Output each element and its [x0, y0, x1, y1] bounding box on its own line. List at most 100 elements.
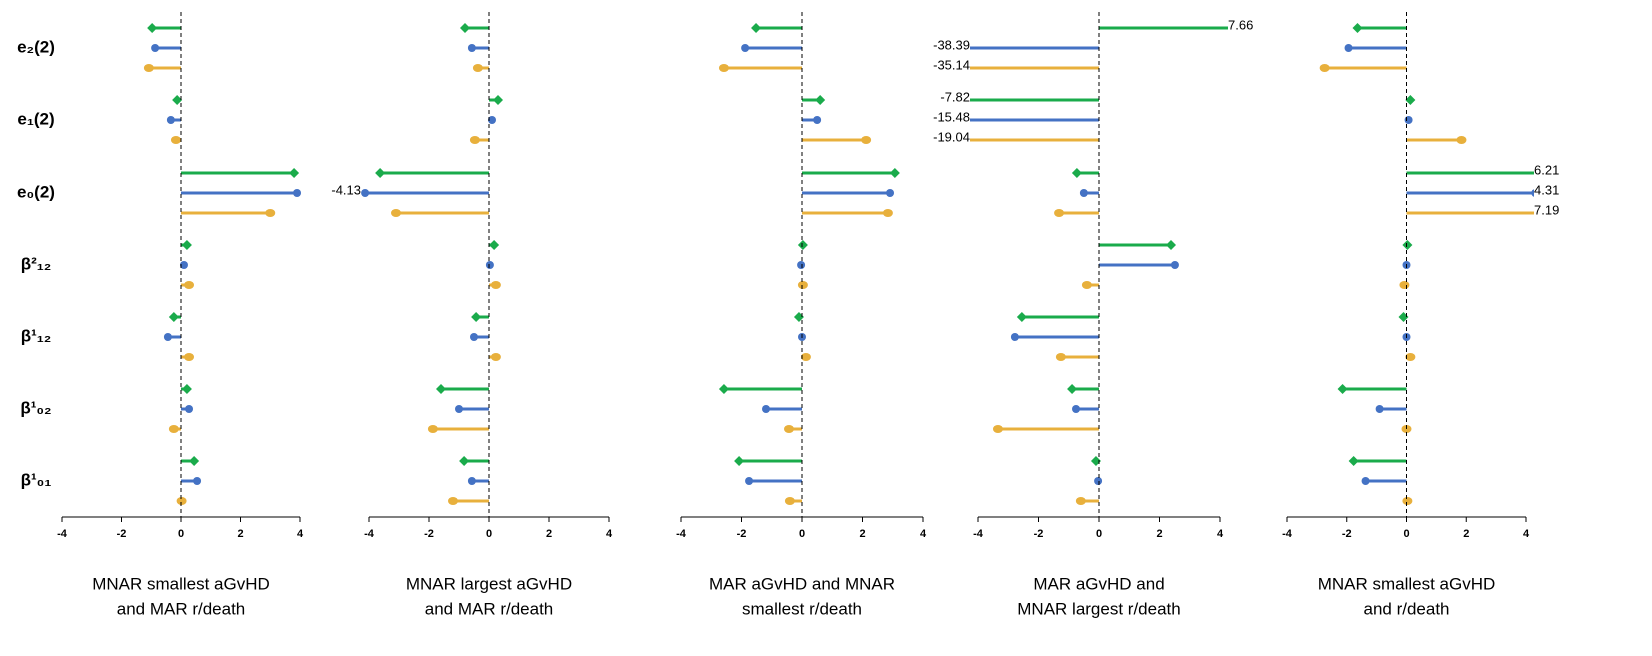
marker — [741, 44, 750, 52]
marker — [797, 240, 808, 250]
marker — [185, 405, 194, 413]
marker — [784, 497, 795, 505]
marker — [436, 384, 446, 394]
marker — [176, 497, 187, 505]
x-tick-label: 2 — [1463, 528, 1469, 540]
marker — [1165, 240, 1176, 250]
value-label: -4.13 — [331, 182, 361, 197]
marker — [800, 353, 811, 361]
marker — [184, 353, 195, 361]
marker — [179, 261, 188, 269]
marker — [471, 312, 482, 322]
marker — [181, 384, 192, 394]
category-label: e₁(2) — [17, 109, 54, 128]
marker — [518, 136, 528, 144]
marker — [460, 23, 470, 33]
marker — [762, 405, 771, 413]
marker — [448, 497, 458, 505]
plot-area — [518, 23, 1336, 505]
x-tick-label: 2 — [1156, 528, 1162, 540]
value-label: -15.48 — [933, 109, 970, 124]
x-tick-label: -2 — [1342, 528, 1352, 540]
plot-area — [361, 23, 503, 505]
marker — [1352, 23, 1363, 33]
marker — [1456, 136, 1467, 144]
marker — [1348, 456, 1359, 466]
category-label: β²₁₂ — [21, 254, 52, 273]
marker — [166, 116, 175, 124]
x-tick-label: -4 — [364, 528, 375, 540]
plot-area — [143, 23, 302, 505]
marker — [1326, 23, 1336, 33]
panel-title: MNAR largest r/death — [1017, 599, 1180, 618]
marker — [857, 95, 867, 105]
value-label: -7.82 — [940, 89, 970, 104]
panel-title: and MAR r/death — [425, 599, 554, 618]
x-tick-label: -4 — [973, 528, 984, 540]
marker — [469, 136, 480, 144]
panel-title: smallest r/death — [742, 599, 862, 618]
value-label: 7.19 — [1534, 202, 1559, 217]
x-tick-label: 0 — [1096, 528, 1102, 540]
marker — [1402, 240, 1413, 250]
marker — [172, 95, 183, 105]
marker — [886, 189, 895, 197]
marker — [1402, 497, 1413, 505]
marker — [1405, 95, 1416, 105]
marker — [488, 116, 496, 124]
marker — [815, 95, 826, 105]
marker — [493, 95, 503, 105]
panel-title: MNAR smallest aGvHD — [92, 574, 270, 593]
x-tick-label: -4 — [676, 528, 687, 540]
value-label: -38.39 — [933, 37, 970, 52]
marker — [181, 240, 192, 250]
marker — [472, 64, 483, 72]
marker — [1404, 116, 1413, 124]
panel-title: and r/death — [1363, 599, 1449, 618]
panel-title: MAR aGvHD and — [1033, 574, 1164, 593]
value-label: 4.31 — [1534, 182, 1559, 197]
marker — [490, 281, 501, 289]
marker — [168, 425, 179, 433]
category-label: e₂(2) — [17, 37, 55, 56]
x-tick-label: -2 — [737, 528, 747, 540]
marker — [1531, 189, 1534, 197]
marker — [361, 189, 370, 197]
marker — [470, 333, 478, 341]
marker — [459, 456, 470, 466]
x-tick-label: 4 — [920, 528, 927, 540]
marker — [1071, 168, 1082, 178]
x-tick-label: 4 — [1523, 528, 1530, 540]
marker — [813, 116, 822, 124]
marker — [889, 168, 900, 178]
x-tick-label: 2 — [237, 528, 243, 540]
x-tick-label: -4 — [1282, 528, 1293, 540]
x-tick-label: 4 — [606, 528, 613, 540]
category-label: β¹₁₂ — [21, 326, 52, 345]
marker — [375, 168, 386, 178]
marker — [1094, 477, 1103, 485]
panel-title: MNAR smallest aGvHD — [1318, 574, 1496, 593]
marker — [1399, 281, 1410, 289]
marker — [718, 64, 729, 72]
marker — [170, 136, 181, 144]
marker — [1079, 189, 1088, 197]
marker — [1375, 405, 1384, 413]
value-label: -19.04 — [933, 129, 970, 144]
marker — [147, 23, 158, 33]
marker — [1016, 312, 1027, 322]
value-label: -35.14 — [933, 57, 970, 72]
marker — [1319, 64, 1330, 72]
marker — [467, 44, 476, 52]
marker — [143, 64, 154, 72]
marker — [1055, 353, 1066, 361]
category-label: e₀(2) — [17, 182, 55, 201]
category-label: β¹₀₁ — [21, 470, 52, 489]
marker — [265, 209, 276, 217]
x-tick-label: -2 — [1034, 528, 1044, 540]
marker — [992, 425, 1003, 433]
marker — [882, 209, 893, 217]
marker — [1075, 497, 1086, 505]
marker — [1405, 353, 1416, 361]
x-tick-label: 2 — [859, 528, 865, 540]
